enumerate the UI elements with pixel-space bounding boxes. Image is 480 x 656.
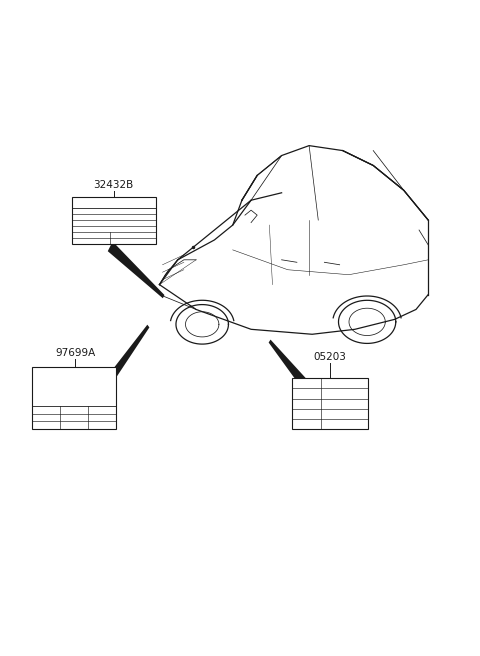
Text: 32432B: 32432B xyxy=(94,180,133,190)
Text: 05203: 05203 xyxy=(313,352,346,362)
Polygon shape xyxy=(108,241,165,298)
Text: 97699A: 97699A xyxy=(55,348,96,358)
Bar xyxy=(33,367,116,429)
Bar xyxy=(72,197,156,245)
Bar xyxy=(291,379,368,429)
Polygon shape xyxy=(94,325,149,402)
Polygon shape xyxy=(269,340,310,391)
